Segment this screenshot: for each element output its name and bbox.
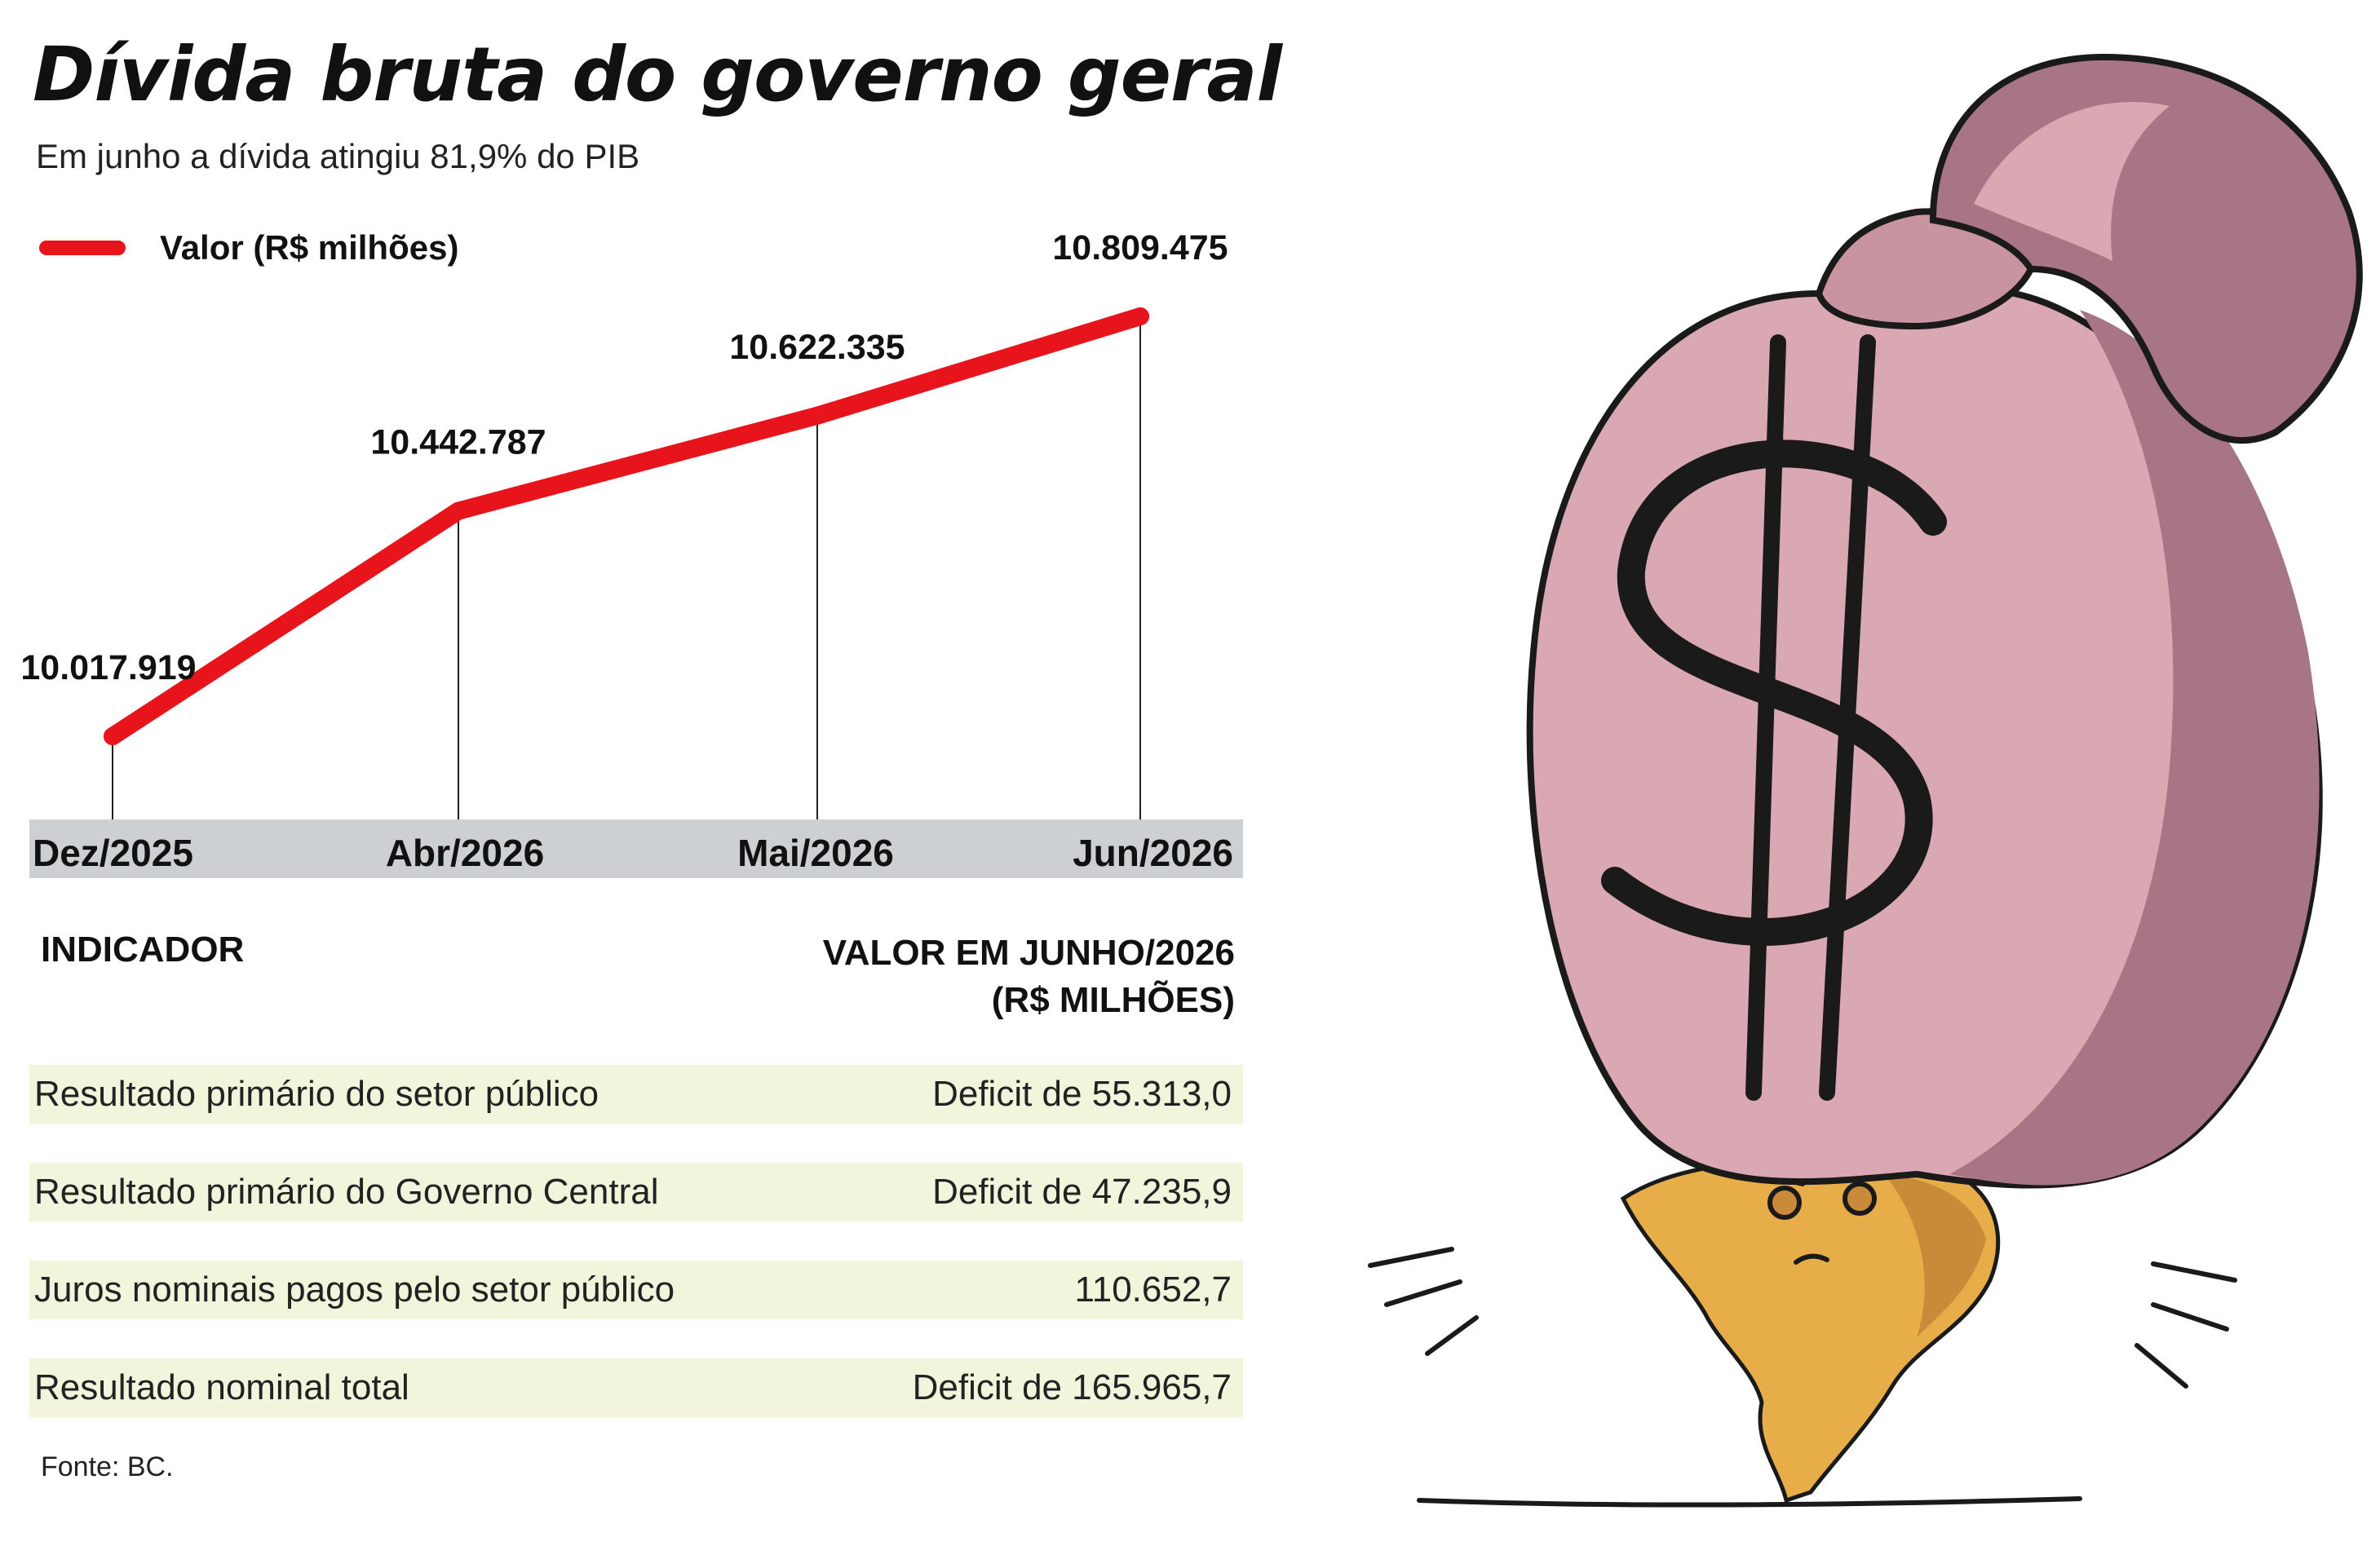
debt-line-chart: 10.017.919 10.442.787 10.622.335 10.809.475…: [20, 228, 1243, 878]
row-label: Resultado primário do Governo Central: [34, 1172, 659, 1212]
data-point: [449, 501, 467, 520]
page-title: Dívida bruta do governo geral: [33, 31, 1282, 118]
table-row: Juros nominais pagos pelo setor público …: [29, 1261, 1243, 1319]
x-tick-label: Abr/2026: [386, 832, 544, 874]
data-point: [1131, 307, 1149, 325]
row-value: 110.652,7: [1074, 1270, 1232, 1310]
row-value: Deficit de 47.235,9: [932, 1172, 1232, 1212]
table-row: Resultado primário do Governo Central De…: [29, 1163, 1243, 1221]
data-points: [104, 307, 1149, 745]
money-bag-crushing-brazil-icon: [1368, 53, 2363, 1508]
x-axis-band: [29, 819, 1243, 878]
drop-lines: [112, 316, 1141, 819]
table-header-value-line1: VALOR EM JUNHO/2026: [822, 933, 1235, 973]
table-header-value: VALOR EM JUNHO/2026 (R$ MILHÕES): [823, 930, 1235, 1024]
page-subtitle: Em junho a dívida atingiu 81,9% do PIB: [36, 137, 640, 175]
series-line-valor: [104, 307, 1149, 745]
row-label: Juros nominais pagos pelo setor público: [34, 1270, 675, 1310]
row-value: Deficit de 55.313,0: [932, 1074, 1232, 1114]
data-labels: 10.017.919 10.442.787 10.622.335 10.809.475: [20, 228, 1228, 687]
table-row: Resultado nominal total Deficit de 165.9…: [29, 1358, 1243, 1417]
table-header-value-line2: (R$ MILHÕES): [991, 980, 1235, 1020]
table-row: Resultado primário do setor público Defi…: [29, 1065, 1243, 1124]
legend-swatch: [39, 241, 126, 255]
legend-label: Valor (R$ milhões): [160, 228, 459, 267]
row-label: Resultado primário do setor público: [34, 1074, 599, 1114]
data-label: 10.017.919: [20, 648, 196, 687]
x-tick-labels: Dez/2025 Abr/2026 Mai/2026 Jun/2026: [33, 832, 1233, 874]
x-tick-label: Mai/2026: [737, 832, 894, 874]
x-tick-label: Dez/2025: [33, 832, 193, 874]
data-point: [104, 727, 122, 745]
row-label: Resultado nominal total: [34, 1367, 409, 1407]
data-label: 10.442.787: [370, 423, 546, 462]
x-tick-label: Jun/2026: [1073, 832, 1233, 874]
data-label: 10.622.335: [729, 328, 905, 367]
row-value: Deficit de 165.965,7: [912, 1367, 1232, 1407]
data-point: [808, 406, 826, 425]
chart-legend: Valor (R$ milhões): [39, 227, 458, 269]
source-note: Fonte: BC.: [41, 1451, 174, 1482]
data-label: 10.809.475: [1052, 228, 1228, 267]
table-header-indicator: INDICADOR: [41, 930, 245, 970]
